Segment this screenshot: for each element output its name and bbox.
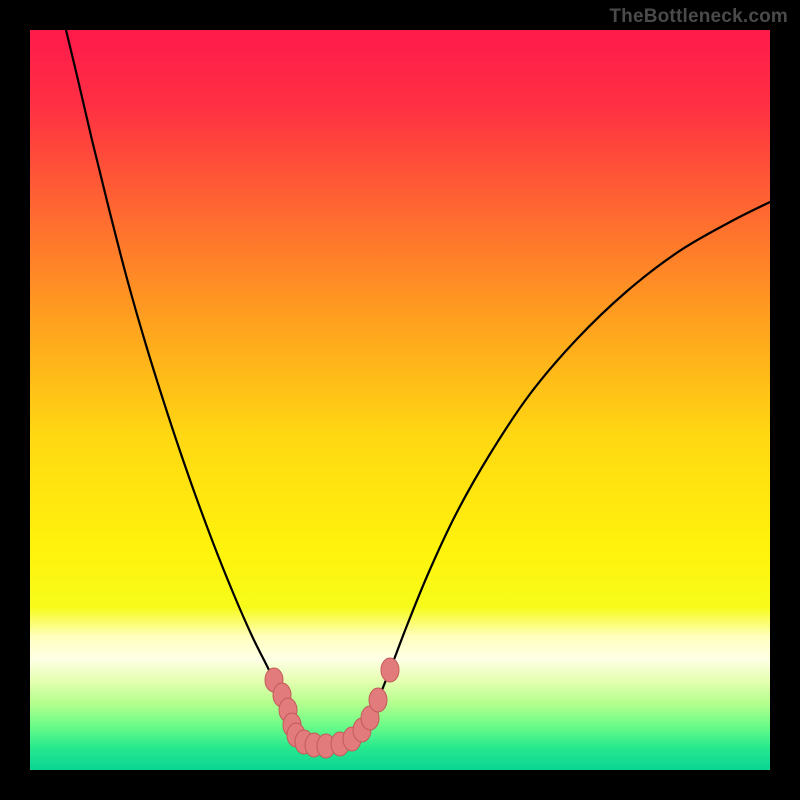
marker-group [265, 658, 399, 758]
v-curve [66, 30, 770, 746]
curve-layer [30, 30, 770, 770]
plot-area [30, 30, 770, 770]
watermark-text: TheBottleneck.com [609, 6, 788, 28]
marker-point [369, 688, 387, 712]
chart-container: TheBottleneck.com [0, 0, 800, 800]
marker-point [381, 658, 399, 682]
